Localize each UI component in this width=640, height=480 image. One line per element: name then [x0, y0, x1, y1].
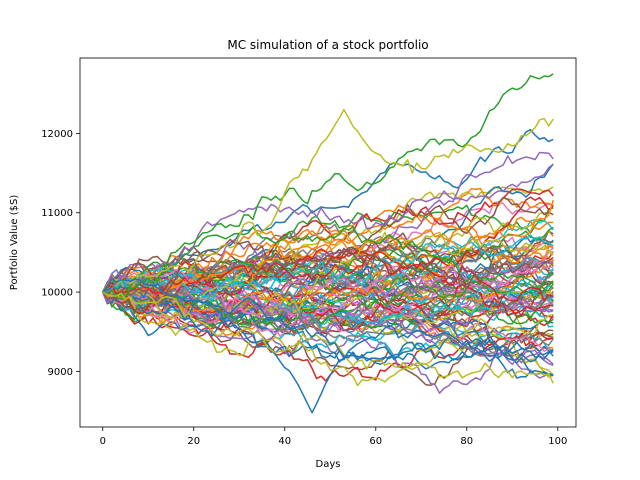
simulation-path	[102, 291, 554, 387]
simulation-path	[102, 196, 554, 315]
chart-title: MC simulation of a stock portfolio	[227, 38, 428, 52]
simulation-path	[102, 279, 554, 357]
y-tick-label: 12000	[41, 129, 73, 140]
series-layer	[102, 73, 554, 414]
simulation-path	[102, 238, 554, 302]
y-tick-label: 9000	[48, 367, 73, 378]
simulation-path	[102, 199, 554, 301]
x-tick-label: 20	[187, 436, 200, 447]
x-tick-label: 60	[369, 436, 382, 447]
plot-frame	[79, 57, 577, 428]
simulation-path	[102, 225, 554, 298]
x-tick-label: 80	[460, 436, 473, 447]
x-tick-label: 0	[100, 436, 106, 447]
simulation-path	[102, 283, 554, 363]
simulation-path	[102, 187, 554, 302]
simulation-path	[102, 203, 554, 293]
y-axis: 9000 10000 11000 12000	[41, 129, 80, 378]
simulation-path	[102, 255, 554, 333]
simulation-path	[102, 201, 554, 334]
x-axis-label: Days	[316, 459, 341, 470]
simulation-path	[102, 291, 554, 382]
y-tick-label: 11000	[41, 208, 73, 219]
simulation-path	[102, 255, 554, 302]
simulation-path	[102, 283, 554, 353]
simulation-path	[102, 260, 554, 319]
simulation-path	[102, 278, 554, 414]
simulation-path	[102, 163, 554, 293]
x-tick-label: 100	[548, 436, 567, 447]
y-axis-label: Portfolio Value ($S)	[9, 195, 20, 291]
simulation-path	[102, 73, 554, 300]
x-tick-label: 40	[278, 436, 291, 447]
y-tick-label: 10000	[41, 288, 73, 299]
simulation-path	[102, 108, 554, 293]
simulation-path	[102, 291, 554, 344]
x-axis: 0 20 40 60 80 100	[100, 427, 567, 447]
simulation-path	[102, 286, 554, 370]
